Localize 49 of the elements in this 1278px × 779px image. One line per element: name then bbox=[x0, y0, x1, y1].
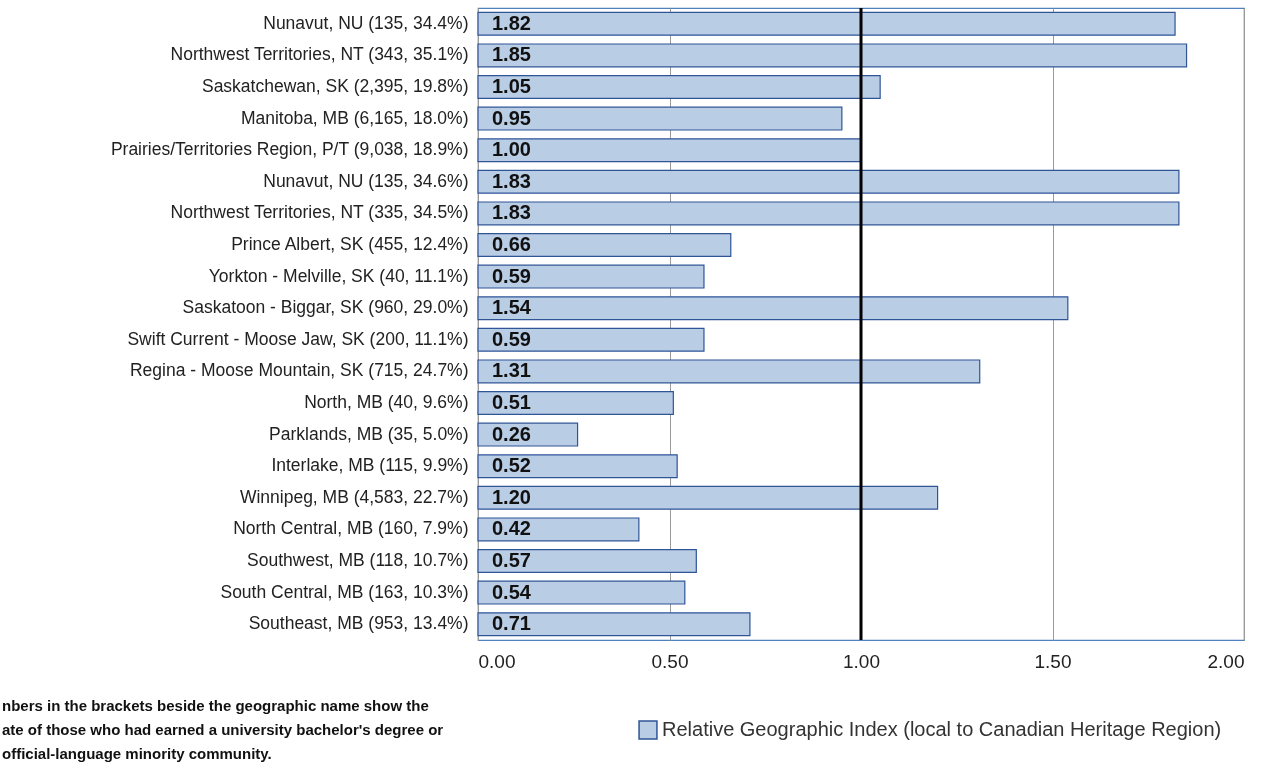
y-tick-label: Swift Current - Moose Jaw, SK (200, 11.1%) bbox=[127, 328, 469, 349]
text: 1.05 bbox=[492, 75, 531, 97]
text: 1.85 bbox=[492, 43, 531, 66]
text: 1.20 bbox=[492, 485, 531, 508]
y-tick-label: Northwest Territories, NT (343, 35.1%) bbox=[170, 44, 469, 65]
y-tick-label: Yorkton - Melville, SK (40, 11.1%) bbox=[208, 265, 469, 286]
text: 0.57 bbox=[492, 549, 531, 571]
text: 1.83 bbox=[492, 169, 531, 192]
x-tick-label: 1.00 bbox=[843, 650, 880, 672]
y-tick-label: Southeast, MB (953, 13.4%) bbox=[248, 613, 469, 634]
y-tick-label: Northwest Territories, NT (335, 34.5%) bbox=[170, 202, 469, 223]
text: 0.59 bbox=[492, 264, 531, 287]
text: 1.31 bbox=[492, 359, 531, 382]
y-tick-label: North Central, MB (160, 7.9%) bbox=[233, 518, 469, 539]
legend-label: Relative Geographic Index (local to Canadian Heritage Region) bbox=[662, 718, 1222, 740]
x-tick-label: 0.50 bbox=[651, 650, 689, 672]
y-tick-label: Nunavut, NU (135, 34.6%) bbox=[263, 170, 469, 191]
text: 0.51 bbox=[492, 391, 531, 413]
y-tick-label: Nunavut, NU (135, 34.4%) bbox=[263, 12, 469, 33]
y-tick-label: Parklands, MB (35, 5.0%) bbox=[269, 423, 469, 444]
text: 1.83 bbox=[492, 201, 531, 224]
text: 1.54 bbox=[492, 296, 531, 319]
text: 0.54 bbox=[492, 580, 531, 603]
y-tick-label: Saskatchewan, SK (2,395, 19.8%) bbox=[201, 76, 469, 96]
x-tick-label: 0.00 bbox=[478, 650, 516, 672]
text: nbers in the brackets beside the geographic name show the bbox=[2, 696, 430, 716]
text: 0.71 bbox=[492, 612, 531, 635]
y-tick-label: Prairies/Territories Region, P/T (9,038, 18.9%) bbox=[110, 139, 469, 160]
text: ate of those who had earned a university bachelor's degree or bbox=[2, 720, 444, 740]
text: 1.00 bbox=[492, 138, 531, 161]
y-tick-label: Southwest, MB (118, 10.7%) bbox=[247, 550, 469, 570]
y-tick-label: Saskatoon - Biggar, SK (960, 29.0%) bbox=[182, 297, 469, 318]
text: 0.26 bbox=[492, 422, 531, 445]
y-tick-label: Manitoba, MB (6,165, 18.0%) bbox=[240, 107, 469, 128]
y-tick-label: Winnipeg, MB (4,583, 22.7%) bbox=[239, 486, 469, 507]
y-tick-label: Interlake, MB (115, 9.9%) bbox=[271, 455, 469, 476]
text: 0.95 bbox=[492, 106, 531, 129]
text: 0.66 bbox=[492, 233, 531, 255]
y-tick-label: Regina - Moose Mountain, SK (715, 24.7%) bbox=[129, 360, 469, 381]
text: 0.42 bbox=[492, 517, 531, 540]
x-tick-label: 1.50 bbox=[1034, 650, 1072, 672]
text: official-language minority community. bbox=[2, 744, 273, 764]
y-tick-label: North, MB (40, 9.6%) bbox=[304, 392, 469, 412]
y-tick-label: Prince Albert, SK (455, 12.4%) bbox=[231, 234, 469, 254]
x-tick-label: 2.00 bbox=[1207, 650, 1245, 672]
y-tick-label: South Central, MB (163, 10.3%) bbox=[220, 581, 469, 602]
text: 0.59 bbox=[492, 327, 531, 350]
text: 0.52 bbox=[492, 454, 531, 477]
text: 1.82 bbox=[492, 11, 531, 34]
